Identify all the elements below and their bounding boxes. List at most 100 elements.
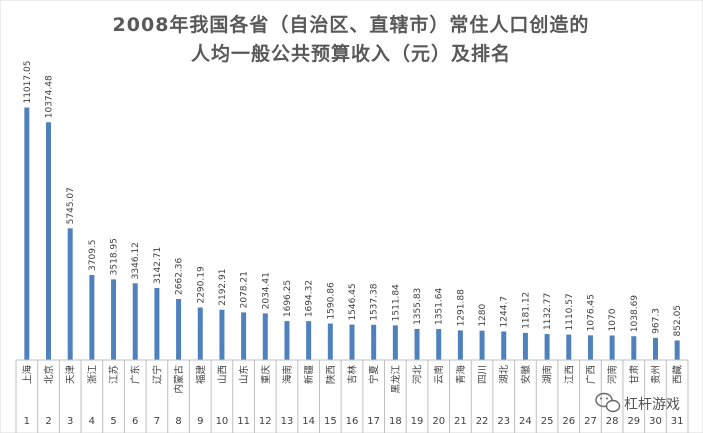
bar <box>132 283 138 360</box>
plot-area: 11017.05 10374.48 5745.07 3709.5 3518.95 3346… <box>23 61 683 361</box>
data-label: 2034.41 <box>261 272 271 309</box>
bar <box>24 107 30 360</box>
data-label: 3346.12 <box>131 242 141 279</box>
category-label: 浙江 <box>86 365 98 385</box>
category-label: 安徽 <box>520 365 532 385</box>
rank-label: 21 <box>454 416 467 427</box>
bar <box>176 298 182 360</box>
bar <box>111 279 117 360</box>
data-label: 1355.83 <box>413 288 423 325</box>
rank-label: 19 <box>411 416 424 427</box>
category-label: 广东 <box>130 365 142 384</box>
category-label: 湖北 <box>499 365 510 385</box>
rank-label: 16 <box>346 416 359 427</box>
rank-label: 13 <box>281 416 294 427</box>
rank-label: 31 <box>671 416 684 427</box>
bar <box>46 122 52 361</box>
bar <box>154 287 160 360</box>
category-label: 广西 <box>585 365 597 384</box>
rank-label: 20 <box>432 416 445 427</box>
bar <box>609 335 615 360</box>
bar <box>414 328 420 360</box>
watermark-text: 杠杆游戏 <box>624 397 680 413</box>
watermark: 杠杆游戏 <box>595 392 680 413</box>
data-label: 1244.7 <box>500 296 510 328</box>
category-label: 河北 <box>412 365 424 385</box>
category-label: 江西 <box>564 365 575 384</box>
data-label: 1038.69 <box>630 295 640 332</box>
category-label: 山西 <box>217 365 228 384</box>
bar <box>262 313 268 360</box>
rank-label: 3 <box>67 416 73 427</box>
x-axis: 上海 1 北京 2 天津 3 浙江 4 江苏 5 广东 6 辽宁 7 内蒙古 8 福建 9 山西 10 山东 11 重庆 12… <box>15 359 689 433</box>
bar <box>566 334 572 360</box>
chart-title-line2: 人均一般公共预算收入（元）及排名 <box>191 42 511 65</box>
category-label: 西藏 <box>672 365 684 385</box>
data-label: 1291.88 <box>456 289 466 326</box>
rank-label: 24 <box>519 416 532 427</box>
category-label: 黑龙江 <box>390 365 402 394</box>
rank-label: 18 <box>389 416 402 427</box>
bar <box>501 331 507 360</box>
category-label: 辽宁 <box>151 365 163 384</box>
bar <box>587 335 593 360</box>
bar <box>544 334 550 360</box>
data-label: 2192.91 <box>218 269 228 306</box>
rank-label: 25 <box>541 416 554 427</box>
data-label: 1546.45 <box>348 283 358 320</box>
wechat-icon <box>595 392 621 413</box>
rank-label: 11 <box>237 416 250 427</box>
bar <box>631 336 637 360</box>
data-label: 3709.5 <box>88 239 98 271</box>
bar <box>479 330 485 360</box>
data-label: 852.05 <box>673 305 683 337</box>
rank-label: 8 <box>175 416 181 427</box>
rank-label: 9 <box>197 416 203 427</box>
data-label: 1537.38 <box>370 283 380 320</box>
category-label: 吉林 <box>347 365 359 385</box>
bar <box>436 329 442 360</box>
data-label: 2290.19 <box>196 266 206 303</box>
category-label: 内蒙古 <box>173 365 185 394</box>
bar <box>89 274 95 360</box>
data-label: 2662.36 <box>175 257 185 294</box>
data-label: 1696.25 <box>283 280 293 317</box>
rank-label: 17 <box>367 416 380 427</box>
data-label: 5745.07 <box>66 187 76 224</box>
data-label: 3518.95 <box>110 238 120 275</box>
category-label: 宁夏 <box>368 365 380 385</box>
data-label: 1280 <box>478 303 488 326</box>
rank-label: 5 <box>110 416 116 427</box>
data-label: 1511.84 <box>391 284 401 321</box>
category-label: 甘肃 <box>628 365 640 384</box>
bar <box>284 321 290 360</box>
rank-label: 1 <box>24 416 30 427</box>
data-label: 1590.86 <box>326 282 336 319</box>
data-label: 1351.64 <box>435 288 445 325</box>
bar <box>522 332 528 360</box>
bar <box>306 321 312 360</box>
data-label: 11017.05 <box>23 61 33 104</box>
rank-label: 6 <box>132 416 138 427</box>
category-label: 重庆 <box>260 365 272 385</box>
rank-label: 29 <box>627 416 640 427</box>
data-label: 1076.45 <box>586 294 596 331</box>
data-label: 3142.71 <box>153 247 163 284</box>
category-label: 贵州 <box>650 365 662 384</box>
bar <box>327 323 333 360</box>
bar <box>457 330 463 360</box>
rank-label: 26 <box>562 416 575 427</box>
category-label: 四川 <box>478 365 489 384</box>
category-label: 福建 <box>195 365 207 385</box>
rank-label: 28 <box>606 416 619 427</box>
bar <box>67 228 73 360</box>
data-label: 1694.32 <box>305 280 315 317</box>
chart-title-line1: 2008年我国各省（自治区、直辖市）常住人口创造的 <box>113 13 590 36</box>
category-label: 海南 <box>281 365 293 384</box>
data-label: 967.3 <box>651 308 661 334</box>
data-label: 2078.21 <box>240 271 250 308</box>
category-label: 云南 <box>433 365 445 384</box>
category-label: 山东 <box>238 365 250 384</box>
